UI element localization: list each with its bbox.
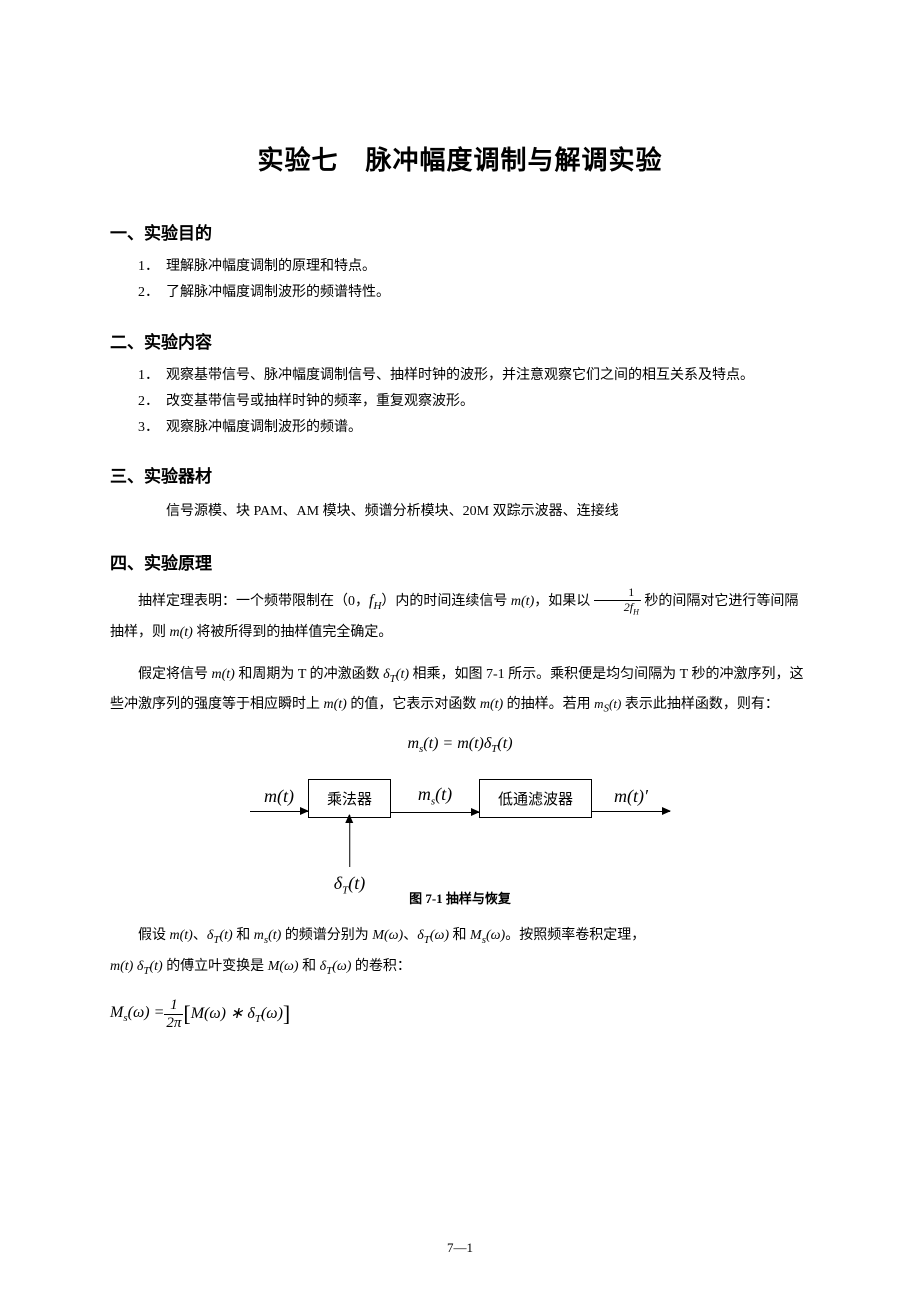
math-mt: m(t) [170, 928, 193, 943]
principle-p1: 抽样定理表明：一个频带限制在（0，fH）内的时间连续信号 m(t)，如果以 12… [110, 584, 810, 648]
page-number: 7—1 [0, 1240, 920, 1256]
math-Ms-w: Ms(ω) [470, 928, 505, 943]
diagram-bottom-input: δT(t) [334, 815, 366, 897]
list-num: 2． [138, 280, 159, 306]
text: 将被所得到的抽样值完全确定。 [193, 625, 393, 640]
list-item: 3． 观察脉冲幅度调制波形的频谱。 [138, 415, 810, 441]
math-Mw: M(ω) [372, 928, 403, 943]
formula-2: Ms(ω) = 12π [M(ω) ∗ δT(ω)] [110, 997, 290, 1031]
math-delta-t: δT(t) [137, 959, 163, 974]
math-mt: m(t) [480, 697, 503, 712]
list-item: 2． 了解脉冲幅度调制波形的频谱特性。 [138, 280, 810, 306]
purpose-list: 1． 理解脉冲幅度调制的原理和特点。 2． 了解脉冲幅度调制波形的频谱特性。 [138, 254, 810, 306]
list-text: 改变基带信号或抽样时钟的频率，重复观察波形。 [166, 394, 474, 409]
math-mt: m(t) [511, 594, 534, 609]
list-num: 2． [138, 389, 159, 415]
block-diagram: m(t) 乘法器 δT(t) ms(t) 低通滤波器 m(t)′ [110, 779, 810, 818]
math-Mw: M(ω) [268, 959, 299, 974]
principle-p3: 假设 m(t)、δT(t) 和 ms(t) 的频谱分别为 M(ω)、δT(ω) … [110, 921, 810, 952]
math-fraction: 12fH [594, 586, 641, 616]
text: 的频谱分别为 [281, 928, 372, 943]
text: 、 [403, 928, 417, 943]
text: ）内的时间连续信号 [381, 594, 511, 609]
section-head-content: 二、实验内容 [110, 328, 810, 353]
list-num: 1． [138, 254, 159, 280]
section-head-equipment: 三、实验器材 [110, 462, 810, 487]
block-lowpass: 低通滤波器 [479, 779, 592, 818]
page: 实验七 脉冲幅度调制与解调实验 一、实验目的 1． 理解脉冲幅度调制的原理和特点。… [0, 0, 920, 1302]
arrow-icon [391, 812, 479, 813]
text: 。按照频率卷积定理， [505, 928, 645, 943]
arrow-up-icon [349, 815, 350, 867]
math-delta-t: δT(t) [207, 928, 233, 943]
math-delta-w: δT(ω) [320, 959, 352, 974]
text: 和 [233, 928, 254, 943]
list-num: 3． [138, 415, 159, 441]
list-text: 理解脉冲幅度调制的原理和特点。 [166, 259, 376, 274]
arrow-icon [250, 811, 308, 812]
text: 的值，它表示对函数 [347, 697, 480, 712]
math-mt: m(t) [212, 667, 235, 682]
text: 表示此抽样函数，则有： [621, 697, 779, 712]
text: 的傅立叶变换是 [163, 959, 268, 974]
list-text: 观察基带信号、脉冲幅度调制信号、抽样时钟的波形，并注意观察它们之间的相互关系及特… [166, 368, 754, 383]
section-head-purpose: 一、实验目的 [110, 219, 810, 244]
section-head-principle: 四、实验原理 [110, 549, 810, 574]
math-ms-t: ms(t) [254, 928, 282, 943]
text: ，如果以 [534, 594, 594, 609]
diagram-multiplier: 乘法器 δT(t) [308, 779, 391, 818]
text: 和 [449, 928, 470, 943]
equipment-text: 信号源模、块 PAM、AM 模块、频谱分析模块、20M 双踪示波器、连接线 [138, 497, 810, 526]
principle-p4: m(t) δT(t) 的傅立叶变换是 M(ω) 和 δT(ω) 的卷积： [110, 952, 810, 983]
math-ms: mS(t) [594, 696, 621, 711]
text: 、 [193, 928, 207, 943]
math-delta-w: δT(ω) [417, 928, 449, 943]
formula-1: ms(t) = m(t)δT(t) [110, 735, 810, 755]
text: 的卷积： [351, 959, 411, 974]
text: 假定将信号 [138, 667, 212, 682]
list-item: 2． 改变基带信号或抽样时钟的频率，重复观察波形。 [138, 389, 810, 415]
content-list: 1． 观察基带信号、脉冲幅度调制信号、抽样时钟的波形，并注意观察它们之间的相互关系… [138, 363, 810, 441]
math-mt: m(t) [324, 697, 347, 712]
diagram-input: m(t) [250, 786, 308, 812]
math-fH: fH [369, 592, 381, 609]
list-text: 观察脉冲幅度调制波形的频谱。 [166, 420, 362, 435]
figure-caption: 图 7-1 抽样与恢复 [110, 888, 810, 907]
arrow-icon [592, 811, 670, 812]
list-text: 了解脉冲幅度调制波形的频谱特性。 [166, 285, 390, 300]
frac-top: 1 [594, 586, 641, 600]
text: 和 [299, 959, 320, 974]
diagram-output: m(t)′ [592, 786, 670, 812]
math-delta: δT(t) [383, 667, 409, 682]
list-num: 1． [138, 363, 159, 389]
list-item: 1． 理解脉冲幅度调制的原理和特点。 [138, 254, 810, 280]
frac-bot: 2fH [594, 601, 641, 617]
page-title: 实验七 脉冲幅度调制与解调实验 [110, 140, 810, 177]
math-fraction: 12π [164, 997, 183, 1031]
diagram-mid: ms(t) [391, 784, 479, 813]
principle-p2: 假定将信号 m(t) 和周期为 T 的冲激函数 δT(t) 相乘，如图 7-1 … [110, 660, 810, 722]
text: 假设 [138, 928, 170, 943]
math-mt: m(t) [110, 959, 133, 974]
list-item: 1． 观察基带信号、脉冲幅度调制信号、抽样时钟的波形，并注意观察它们之间的相互关系… [138, 363, 810, 389]
text: 的抽样。若用 [503, 697, 594, 712]
math-mt: m(t) [170, 625, 193, 640]
block-multiplier: 乘法器 [308, 779, 391, 818]
text: 抽样定理表明：一个频带限制在（0， [138, 594, 369, 609]
diagram-delta-label: δT(t) [334, 873, 366, 897]
text: 和周期为 T 的冲激函数 [235, 667, 383, 682]
